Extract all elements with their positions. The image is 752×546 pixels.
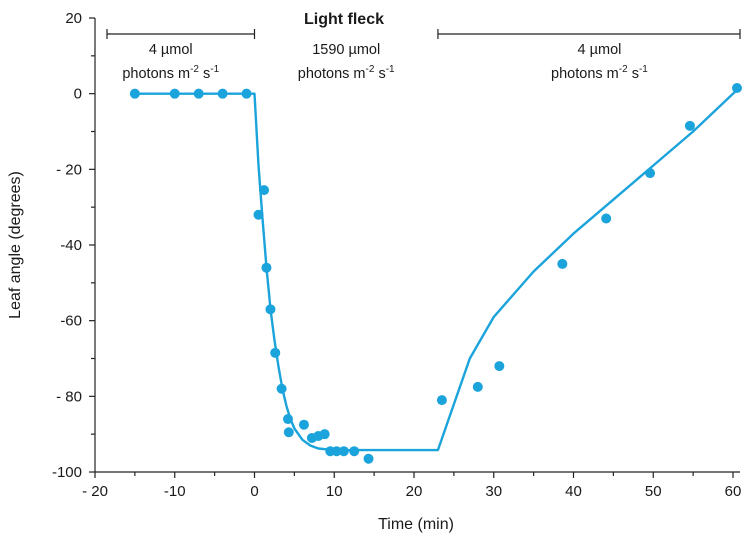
light-period-annotations: 4 µmol photons m-2 s-1 1590 µmol photons m-… [107,29,740,82]
measured-points-series [130,83,742,464]
data-point [364,454,374,464]
data-point [557,259,567,269]
data-point [170,89,180,99]
data-point [732,83,742,93]
x-tick-label: 20 [406,483,423,500]
x-tick-label: 10 [326,483,343,500]
period-unit-label: photons m-2 s-1 [122,64,219,82]
x-tick-label: 30 [485,483,502,500]
data-point [645,168,655,178]
data-point [130,89,140,99]
data-point [685,121,695,131]
x-tick-label: - 20 [82,483,108,500]
y-axis-ticks: 20 0 - 20 -40 -60 - 80 -100 [52,10,95,481]
fitted-line [135,86,741,450]
y-tick-label: -40 [60,237,82,254]
data-point [259,185,269,195]
data-point [253,210,263,220]
data-point [299,420,309,430]
data-point [284,427,294,437]
y-tick-label: - 80 [56,388,82,405]
y-tick-label: - 20 [56,161,82,178]
x-tick-label: 40 [565,483,582,500]
data-point [601,214,611,224]
data-point [494,361,504,371]
period-intensity-label: 4 µmol [149,42,193,58]
data-point [437,395,447,405]
y-axis-title: Leaf angle (degrees) [7,171,24,319]
x-axis-title: Time (min) [378,516,454,533]
period-intensity-label: 1590 µmol [312,42,380,58]
data-point [277,384,287,394]
chart-title: Light fleck [304,11,384,28]
data-point [473,382,483,392]
x-tick-label: 0 [250,483,258,500]
x-axis-ticks: - 20 -10 0 10 20 30 40 50 60 [82,472,741,500]
data-point [283,414,293,424]
y-tick-label: 0 [74,86,82,103]
data-point [265,304,275,314]
y-tick-label: -100 [52,464,82,481]
y-tick-label: -60 [60,313,82,330]
fitted-line-series [135,86,741,450]
data-point [339,446,349,456]
data-point [218,89,228,99]
x-tick-label: -10 [164,483,186,500]
data-point [270,348,280,358]
period-unit-label: photons m-2 s-1 [298,64,395,82]
period-unit-label: photons m-2 s-1 [551,64,648,82]
data-point [194,89,204,99]
x-tick-label: 60 [725,483,742,500]
period-intensity-label: 4 µmol [578,42,622,58]
y-tick-label: 20 [65,10,82,27]
data-point [242,89,252,99]
x-tick-label: 50 [645,483,662,500]
data-point [320,429,330,439]
axes [95,18,740,472]
data-point [261,263,271,273]
data-point [349,446,359,456]
